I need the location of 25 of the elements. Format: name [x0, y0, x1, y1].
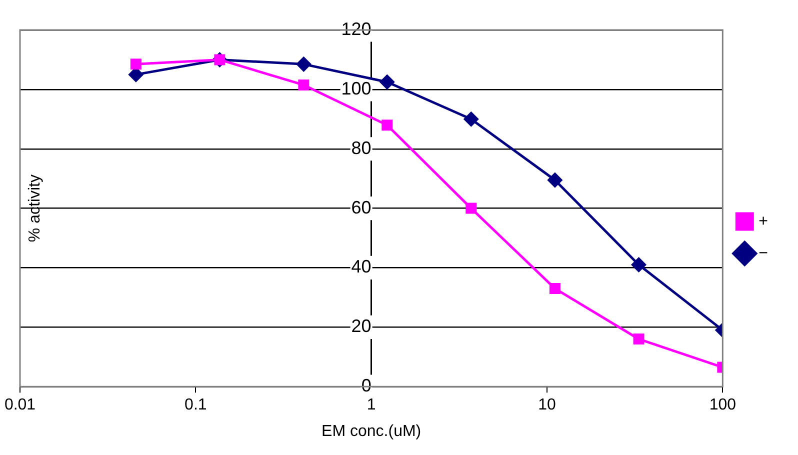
- point: [632, 258, 646, 272]
- point: [633, 334, 644, 345]
- point: [130, 58, 142, 70]
- x-tick-label: 1: [366, 396, 376, 414]
- point: [464, 112, 478, 126]
- x-tick-label: 10: [538, 396, 556, 414]
- point: [466, 202, 477, 214]
- x-tick-label: 100: [709, 396, 736, 414]
- point: [382, 120, 393, 131]
- y-axis-title: % activity: [26, 174, 44, 242]
- y-tick-label: 60: [351, 197, 372, 218]
- x-tick-label: 0.1: [184, 396, 207, 414]
- point: [549, 283, 560, 294]
- point: [298, 79, 310, 90]
- y-tick-label: 20: [351, 316, 372, 336]
- legend-label: +: [758, 212, 768, 230]
- legend-label: −: [758, 244, 768, 262]
- y-tick-label: 80: [351, 138, 372, 158]
- x-axis-title: EM conc.(uM): [322, 422, 422, 440]
- y-tick-label: 100: [341, 78, 372, 98]
- x-tick-label: 0.01: [4, 396, 36, 414]
- point: [380, 74, 394, 90]
- y-tick-label: 40: [351, 256, 372, 277]
- point: [548, 172, 562, 188]
- point: [296, 56, 311, 72]
